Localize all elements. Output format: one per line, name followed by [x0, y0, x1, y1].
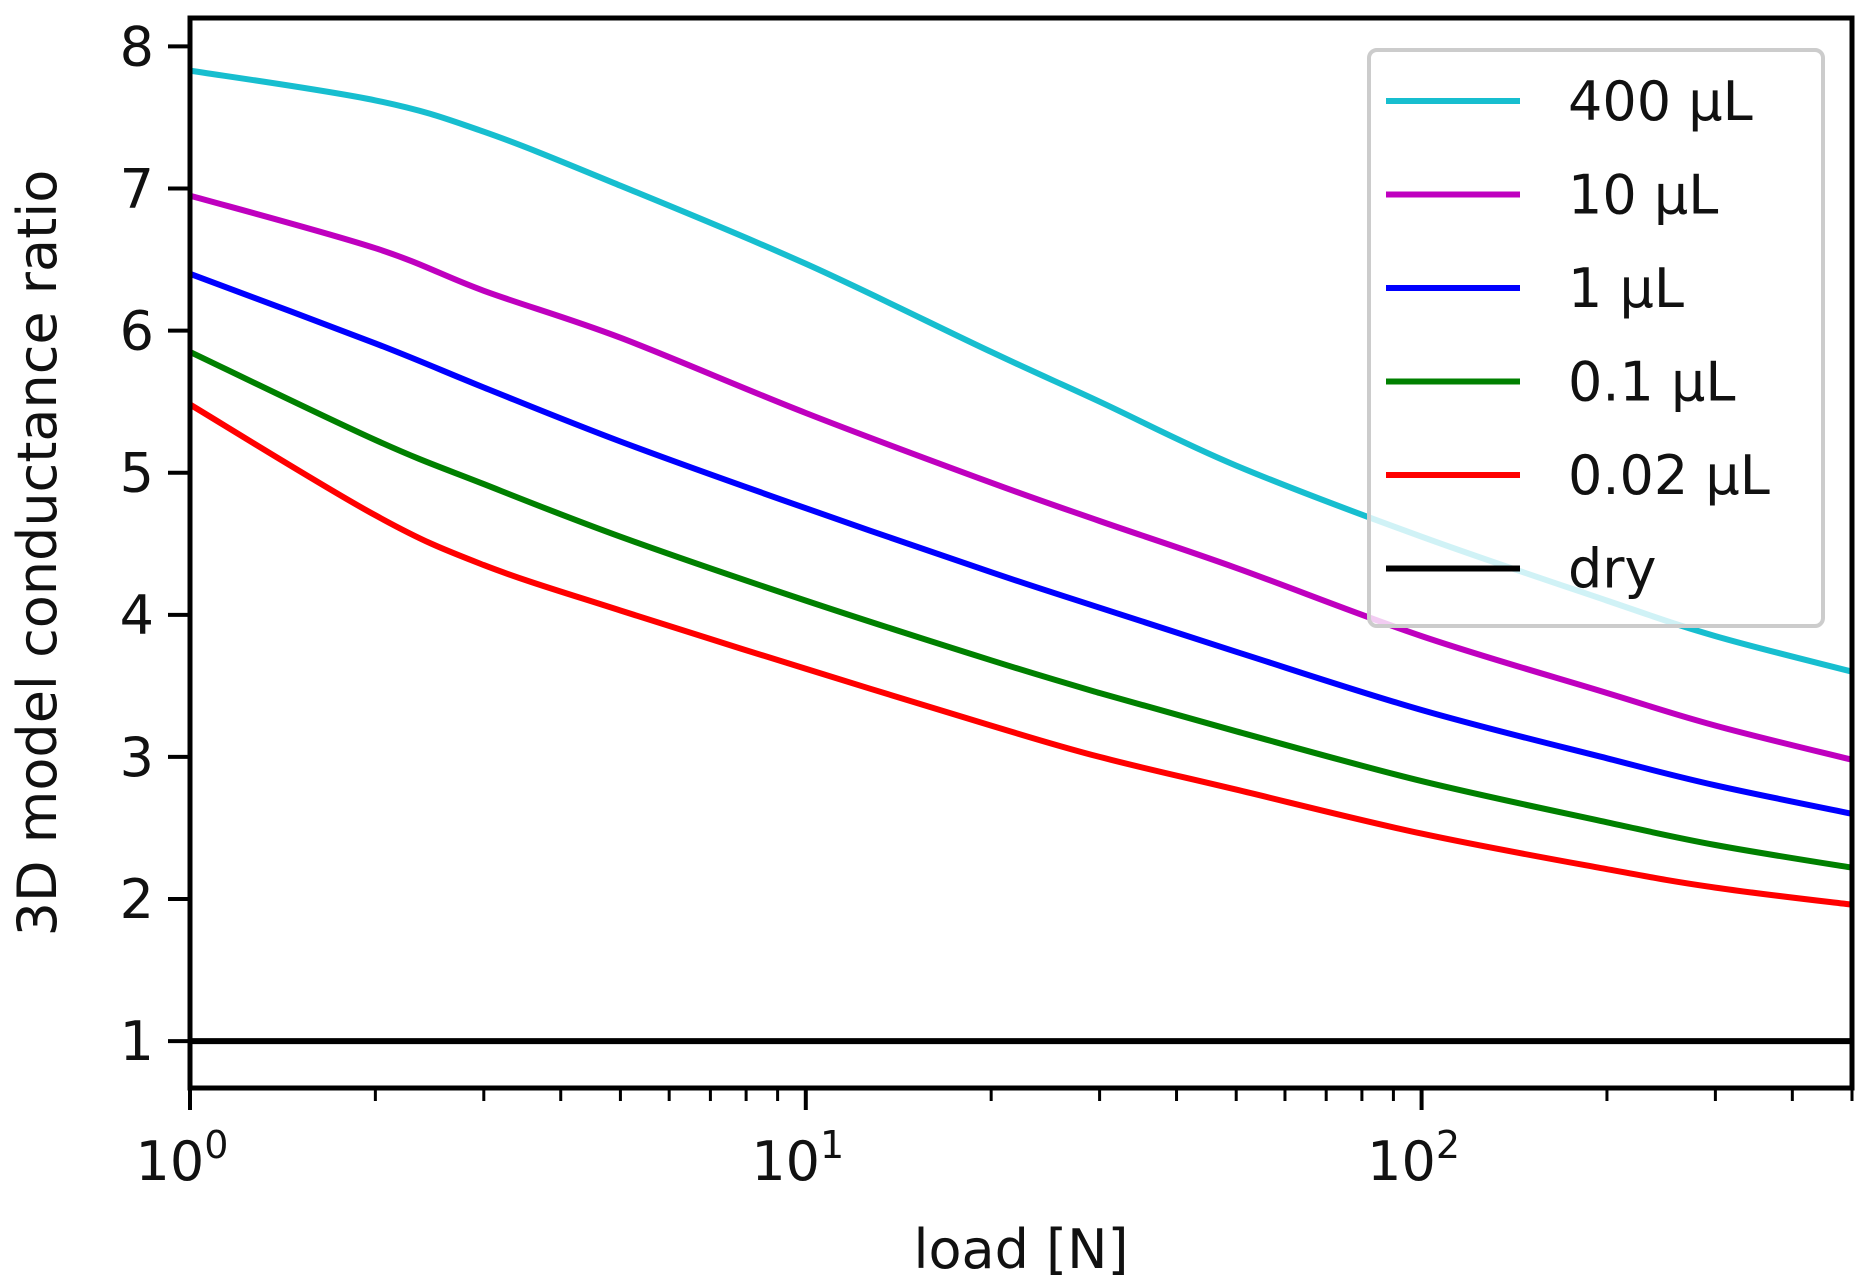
- y-tick-label: 5: [120, 442, 154, 505]
- x-tick-label: 101: [751, 1123, 844, 1193]
- series-line-0-1-ul: [188, 349, 1853, 871]
- x-axis: 100 101 102: [136, 1088, 1460, 1193]
- legend: 400 μL 10 μL 1 μL 0.1 μL 0.02 μL dry: [1367, 48, 1825, 628]
- legend-label-1-ul: 1 μL: [1568, 257, 1684, 320]
- series-layer: [188, 67, 1853, 1045]
- series-line-1-ul: [188, 270, 1853, 817]
- legend-label-0-02-ul: 0.02 μL: [1568, 444, 1770, 507]
- y-tick-label: 6: [120, 300, 154, 363]
- x-tick-label: 102: [1367, 1123, 1460, 1193]
- y-tick-label: 4: [120, 584, 154, 647]
- y-axis: 1 2 3 4 5 6 7 8: [120, 15, 190, 1073]
- x-axis-label: load [N]: [913, 1218, 1128, 1281]
- legend-label-400-ul: 400 μL: [1568, 70, 1753, 133]
- y-tick-label: 7: [120, 158, 154, 221]
- y-axis-label: 3D model conductance ratio: [6, 170, 69, 937]
- series-line-10-ul: [189, 192, 1853, 763]
- x-tick-label: 100: [136, 1123, 229, 1193]
- legend-items: 400 μL 10 μL 1 μL 0.1 μL 0.02 μL dry: [1386, 70, 1770, 601]
- legend-label-10-ul: 10 μL: [1568, 164, 1718, 227]
- plot-frame: [187, 15, 1855, 1091]
- legend-label-dry: dry: [1568, 538, 1656, 601]
- y-tick-label: 3: [120, 726, 154, 789]
- series-line-0-02-ul: [188, 401, 1853, 908]
- legend-label-0-1-ul: 0.1 μL: [1568, 351, 1735, 414]
- y-tick-label: 8: [120, 15, 154, 78]
- y-tick-label: 1: [120, 1010, 154, 1073]
- x-axis-minor-ticks: [373, 1088, 1854, 1101]
- y-tick-label: 2: [120, 868, 154, 931]
